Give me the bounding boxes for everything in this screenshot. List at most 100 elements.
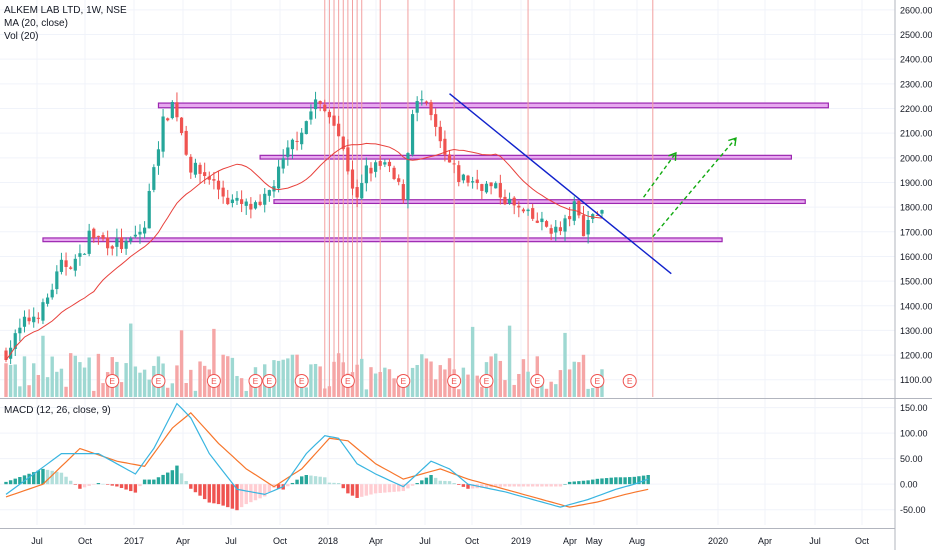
macd-histogram-bar	[32, 472, 36, 485]
macd-histogram-bar	[558, 484, 563, 487]
candle-body	[253, 202, 258, 209]
candle-body	[78, 253, 82, 257]
ma-legend-label: MA (20, close)	[4, 18, 68, 29]
macd-line	[5, 402, 649, 508]
candle-body	[82, 253, 87, 255]
candle-body	[258, 201, 262, 205]
volume-bar	[267, 382, 272, 397]
macd-histogram-bar	[549, 484, 553, 487]
projection-arrowhead	[728, 137, 737, 147]
macd-tick-label: 150.00	[900, 403, 928, 413]
volume-bar	[369, 367, 373, 397]
macd-histogram-bar	[452, 483, 456, 485]
candle-body	[295, 140, 299, 142]
time-tick-label: Apr	[369, 536, 383, 546]
candle-body	[475, 179, 479, 184]
candle-body	[429, 102, 433, 116]
candle-body	[198, 164, 202, 174]
volume-bar	[540, 380, 544, 397]
volume-bar	[475, 375, 479, 397]
time-tick-label: Oct	[273, 536, 288, 546]
macd-histogram-bar	[13, 478, 17, 485]
candle-body	[392, 167, 396, 179]
candle-body	[87, 230, 91, 254]
candle-body	[558, 227, 562, 232]
volume-bar	[235, 375, 239, 397]
projection-arrow	[652, 137, 737, 238]
time-tick-label: Jul	[31, 536, 43, 546]
volume-bar	[68, 353, 73, 397]
price-tick-label: 1400.00	[900, 301, 932, 311]
volume-bar	[438, 365, 442, 397]
volume-bar	[397, 375, 401, 397]
macd-histogram-bar	[447, 481, 452, 485]
candle-body	[313, 99, 318, 110]
candle-body	[498, 183, 502, 198]
macd-histogram-bar	[567, 481, 572, 485]
macd-histogram-bar	[179, 473, 184, 485]
candle-body	[32, 316, 36, 323]
candle-body	[568, 216, 572, 220]
candle-body	[230, 199, 234, 204]
candle-body	[156, 149, 161, 166]
price-tick-label: 1100.00	[900, 375, 932, 385]
candle-body	[443, 138, 447, 155]
volume-bar	[387, 369, 392, 397]
volume-bar	[87, 357, 91, 397]
earnings-marker-label: E	[253, 376, 259, 386]
candle-body	[327, 111, 331, 118]
candle-body	[55, 271, 59, 290]
macd-histogram-bar	[207, 484, 211, 503]
macd-histogram-bar	[586, 480, 590, 485]
volume-bar	[521, 359, 526, 397]
candle-body	[138, 231, 142, 235]
volume-bar	[577, 362, 581, 397]
time-tick-label: Jul	[419, 536, 431, 546]
candle-body	[484, 183, 489, 193]
macd-histogram-bar	[637, 476, 641, 485]
macd-histogram-bar	[50, 470, 54, 485]
price-tick-label: 1900.00	[900, 178, 932, 188]
volume-bar	[299, 385, 304, 397]
volume-bar	[22, 356, 27, 397]
candle-body	[586, 219, 590, 235]
time-tick-label: 2017	[124, 536, 144, 546]
candle-body	[226, 197, 230, 205]
price-tick-label: 2000.00	[900, 153, 932, 163]
macd-histogram-bar	[369, 484, 373, 495]
earnings-marker-icon	[530, 374, 545, 388]
earnings-marker-label: E	[299, 376, 305, 386]
macd-histogram-bar	[41, 468, 45, 485]
macd-histogram-bar	[540, 484, 544, 487]
macd-histogram-bar	[18, 477, 22, 485]
volume-bar	[443, 369, 447, 397]
volume-bar	[392, 378, 396, 397]
macd-histogram-bar	[27, 473, 31, 485]
macd-histogram-bar	[433, 477, 438, 485]
support-resistance-zone	[42, 237, 723, 243]
candle-body	[531, 208, 535, 219]
macd-histogram-bar	[628, 477, 632, 485]
macd-histogram-bar	[272, 484, 276, 488]
volume-bar	[13, 364, 17, 397]
volume-bar	[50, 356, 54, 397]
volume-bar	[27, 385, 31, 397]
macd-histogram-bar	[410, 484, 415, 486]
volume-bar	[364, 389, 369, 397]
macd-histogram-bar	[290, 482, 295, 485]
macd-histogram-bar	[401, 484, 406, 492]
candle-body	[461, 174, 465, 181]
candle-body	[378, 161, 382, 166]
candle-body	[346, 147, 350, 172]
candle-body	[595, 214, 599, 216]
candle-body	[341, 136, 345, 150]
support-resistance-zone	[157, 102, 829, 109]
time-tick-label: Apr	[758, 536, 772, 546]
macd-histogram-bar	[530, 484, 535, 487]
volume-bar	[415, 364, 419, 397]
earnings-marker-label: E	[451, 376, 457, 386]
macd-histogram-bar	[230, 484, 235, 509]
volume-bar	[129, 323, 133, 397]
macd-histogram-bar	[392, 484, 396, 492]
